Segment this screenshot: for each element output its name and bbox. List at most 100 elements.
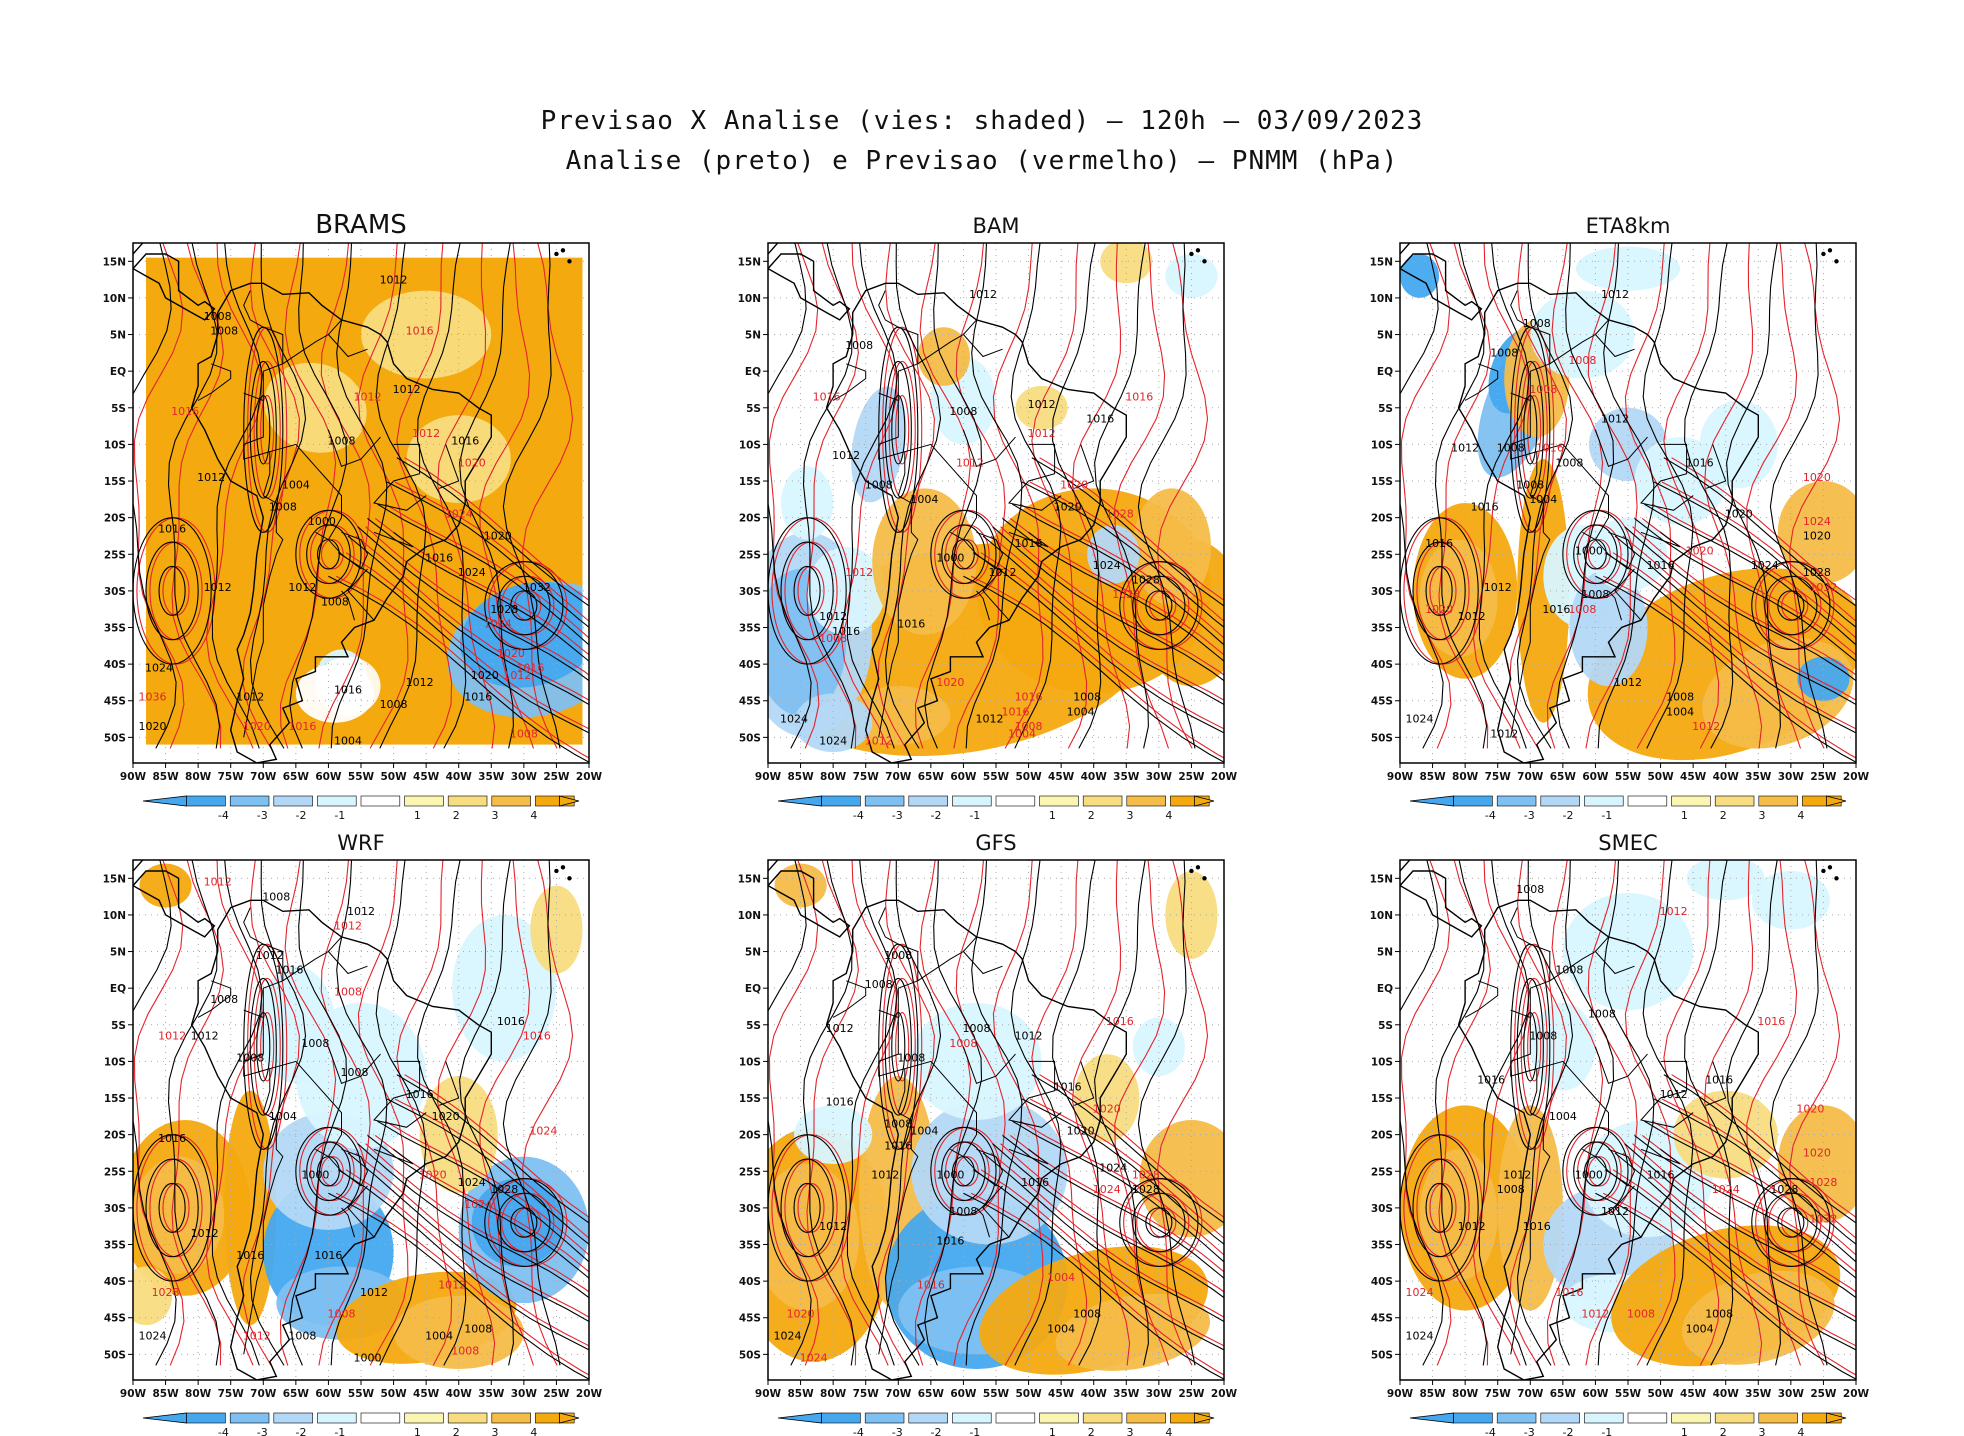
- lat-tick-label: 15S: [1371, 476, 1393, 488]
- lat-tick-label: 5S: [111, 403, 126, 415]
- lon-tick-label: 70W: [250, 771, 277, 783]
- forecast-isobar-label: 1008: [1627, 1308, 1655, 1321]
- lon-tick-label: 20W: [576, 1388, 603, 1400]
- lat-tick-label: 45S: [1371, 1313, 1393, 1325]
- forecast-isobar-label: 1032: [1809, 581, 1837, 594]
- lon-tick-label: 50W: [1015, 1388, 1042, 1400]
- analysis-isobar-label: 1020: [484, 530, 512, 543]
- colorbar-swatch: [229, 795, 270, 807]
- colorbar-swatch: [1453, 795, 1493, 807]
- lat-tick-label: 20S: [1371, 513, 1393, 525]
- lon-tick-label: 45W: [413, 1388, 440, 1400]
- lat-tick-label: 25S: [104, 549, 126, 561]
- analysis-isobar-label: 1012: [406, 676, 434, 689]
- analysis-isobar-label: 1008: [897, 1051, 925, 1064]
- forecast-isobar-label: 1020: [1425, 603, 1453, 616]
- graticule: [1400, 243, 1856, 763]
- forecast-isobar-label: 1020: [936, 676, 964, 689]
- colorbar-tick-label: 3: [1759, 809, 1766, 822]
- analysis-isobar-label: 1008: [949, 1205, 977, 1218]
- colorbar: -4 -3 -2 -1 1 2 3 4: [1409, 1412, 1847, 1436]
- lat-tick-label: 15S: [739, 476, 761, 488]
- analysis-isobar-label: 1008: [204, 310, 232, 323]
- lat-tick-label: EQ: [1377, 366, 1393, 378]
- colorbar-tick-label: -3: [257, 809, 268, 822]
- colorbar-swatch: [491, 795, 531, 807]
- colorbar-swatch: [1714, 795, 1755, 807]
- analysis-isobar-label: 1016: [1705, 1073, 1733, 1086]
- colorbar-swatch: [186, 795, 226, 807]
- analysis-isobar-label: 1008: [340, 1066, 368, 1079]
- analysis-isobar-label: 1008: [845, 339, 873, 352]
- lon-tick-label: 30W: [1146, 1388, 1173, 1400]
- lon-axis: 90W 85W 80W 75W 70W 65W 60W 55W 50W 45W 40W 35W 30W 2…: [120, 1380, 603, 1400]
- forecast-isobar-label: 1016: [1555, 1286, 1583, 1299]
- analysis-isobar-label: 1012: [191, 1227, 219, 1240]
- forecast-isobar-label: 1012: [438, 1278, 466, 1291]
- analysis-isobar-label: 1016: [158, 1132, 186, 1145]
- forecast-isobar-label: 1024: [1093, 1183, 1121, 1196]
- colorbar-swatch: [1126, 795, 1166, 807]
- lat-tick-label: 50S: [739, 732, 761, 744]
- lat-tick-label: 50S: [104, 732, 126, 744]
- colorbar-tick-label: 4: [530, 809, 537, 822]
- lat-tick-label: 5N: [110, 330, 126, 342]
- lat-tick-label: 15N: [738, 873, 761, 885]
- lat-tick-label: 50S: [739, 1349, 761, 1361]
- forecast-isobar-label: 1016: [1015, 691, 1043, 704]
- colorbar-swatch: [1671, 1412, 1711, 1424]
- lon-tick-label: 70W: [885, 1388, 912, 1400]
- colorbar-swatch: [229, 1412, 270, 1424]
- lat-tick-label: 5N: [1377, 947, 1393, 959]
- lat-tick-label: 5N: [745, 947, 761, 959]
- colorbar-swatch: [1540, 1412, 1580, 1424]
- lon-tick-label: 75W: [1485, 1388, 1512, 1400]
- analysis-isobar-label: 1020: [139, 720, 167, 733]
- lon-tick-label: 35W: [1113, 1388, 1140, 1400]
- analysis-isobar-label: 1008: [1516, 883, 1544, 896]
- analysis-isobar-label: 1008: [288, 1330, 316, 1343]
- lon-axis: 90W 85W 80W 75W 70W 65W 60W 55W 50W 45W 40W 35W 30W 2…: [1387, 1380, 1870, 1400]
- colorbar: -4 -3 -2 -1 1 2 3 4: [777, 795, 1215, 822]
- forecast-isobar-label: 1012: [204, 876, 232, 889]
- analysis-isobar-label: 1004: [1549, 1110, 1577, 1123]
- lat-tick-label: 20S: [104, 1130, 126, 1142]
- forecast-isobar-label: 1008: [1568, 603, 1596, 616]
- analysis-isobar-label: 1008: [1497, 442, 1525, 455]
- analysis-isobar-label: 1000: [936, 552, 964, 565]
- lon-tick-label: 25W: [1810, 771, 1837, 783]
- analysis-isobar-label: 1024: [1099, 1161, 1127, 1174]
- lat-tick-label: 5N: [1377, 330, 1393, 342]
- lat-tick-label: 30S: [104, 1203, 126, 1215]
- colorbar-swatch: [1496, 795, 1537, 807]
- analysis-isobar-label: 1012: [1028, 398, 1056, 411]
- analysis-isobar-label: 1024: [1751, 559, 1779, 572]
- lat-tick-label: 45S: [739, 1313, 761, 1325]
- lon-tick-label: 70W: [250, 1388, 277, 1400]
- forecast-isobar-label: 1008: [1568, 354, 1596, 367]
- lat-tick-label: 10S: [104, 439, 126, 451]
- lat-tick-label: 25S: [739, 1166, 761, 1178]
- analysis-isobar-label: 1008: [1523, 317, 1551, 330]
- colorbar-tick-label: -2: [931, 809, 942, 822]
- lon-tick-label: 40W: [446, 771, 473, 783]
- lat-axis: 15N 10N 5N EQ 5S 10S 15S 20S 25S 30S 35S 40S 45S 50S: [738, 256, 768, 744]
- colorbar-tick-label: 3: [1127, 809, 1134, 822]
- lat-tick-label: 20S: [739, 513, 761, 525]
- lon-tick-label: 35W: [1113, 771, 1140, 783]
- lon-tick-label: 80W: [820, 771, 847, 783]
- analysis-isobar-label: 1008: [1666, 691, 1694, 704]
- coastline: [133, 860, 572, 1380]
- colorbar-tick-label: 1: [1681, 1426, 1688, 1436]
- analysis-isobar-label: 1016: [275, 964, 303, 977]
- figure-title: Previsao X Analise (vies: shaded) – 120h…: [540, 106, 1424, 136]
- lon-axis: 90W 85W 80W 75W 70W 65W 60W 55W 50W 45W 40W 35W 30W 2…: [755, 763, 1238, 783]
- lon-tick-label: 60W: [950, 771, 977, 783]
- lon-tick-label: 30W: [511, 1388, 538, 1400]
- colorbar-tick-label: -2: [296, 1426, 307, 1436]
- colorbar-swatch: [1758, 1412, 1798, 1424]
- coastline: [768, 243, 1207, 763]
- colorbar-arrow-high: [1825, 795, 1847, 807]
- lat-tick-label: 35S: [1371, 623, 1393, 635]
